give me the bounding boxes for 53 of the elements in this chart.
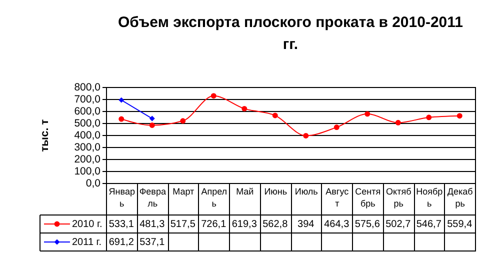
- x-tick-label: Январь: [108, 186, 135, 208]
- x-tick-label: Май: [236, 186, 254, 196]
- y-tick-label: 800,0: [74, 82, 101, 94]
- point: [272, 112, 278, 118]
- data-label: 562,8: [262, 219, 288, 230]
- x-tick-label: Ноябрь: [416, 186, 443, 208]
- data-label: 481,3: [140, 219, 166, 230]
- x-tick-label: Март: [172, 186, 194, 196]
- data-label: 691,2: [108, 237, 134, 248]
- legend-label: 2010 г.: [72, 219, 102, 230]
- point: [180, 118, 186, 124]
- y-axis-title: тыс. т: [39, 118, 52, 152]
- data-label: 559,4: [447, 219, 473, 230]
- data-label: 394: [298, 219, 315, 230]
- point: [395, 120, 401, 126]
- x-tick-label: Сентябрь: [355, 186, 381, 208]
- data-label: 502,7: [386, 219, 412, 230]
- point: [118, 116, 124, 122]
- y-tick-label: 100,0: [74, 166, 101, 178]
- point: [210, 93, 216, 99]
- x-tick-label: Август: [326, 186, 350, 208]
- point: [149, 122, 155, 128]
- data-label: 546,7: [416, 219, 442, 230]
- x-tick-label: Июль: [294, 186, 318, 196]
- point: [364, 111, 370, 117]
- data-label: 517,5: [170, 219, 196, 230]
- data-label: 619,3: [232, 219, 258, 230]
- x-tick-label: Декабрь: [447, 186, 473, 208]
- data-label: 464,3: [324, 219, 350, 230]
- x-tick-label: Февраль: [139, 186, 166, 208]
- data-label: 575,6: [354, 219, 380, 230]
- y-tick-label: 500,0: [74, 118, 101, 130]
- y-tick-label: 0,0: [86, 178, 101, 190]
- y-tick-label: 400,0: [74, 130, 101, 142]
- x-tick-label: Апрель: [201, 186, 228, 208]
- point: [426, 114, 432, 120]
- chart-title: Объем экспорта плоского проката в 2010-2011 гг.: [118, 14, 463, 53]
- data-label: 537,1: [140, 237, 166, 248]
- point: [242, 106, 248, 112]
- point: [456, 113, 462, 119]
- point: [334, 124, 340, 130]
- x-tick-label: Октябрь: [386, 186, 412, 208]
- data-label: 726,1: [201, 219, 227, 230]
- y-tick-label: 300,0: [74, 142, 101, 154]
- data-label: 533,1: [108, 219, 134, 230]
- y-tick-label: 600,0: [74, 106, 101, 118]
- point: [118, 97, 124, 103]
- legend-label: 2011 г.: [72, 237, 102, 248]
- y-tick-label: 700,0: [74, 94, 101, 106]
- y-tick-label: 200,0: [74, 154, 101, 166]
- point: [303, 132, 309, 138]
- x-tick-label: Июнь: [264, 186, 288, 196]
- point: [149, 116, 155, 122]
